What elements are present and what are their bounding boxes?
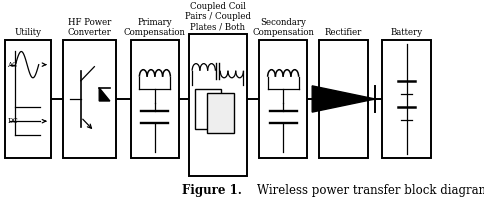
Bar	[131, 40, 179, 158]
Text: Figure 1.: Figure 1.	[182, 184, 242, 197]
Bar	[207, 93, 234, 133]
Bar	[319, 40, 368, 158]
Bar	[259, 40, 307, 158]
Text: Coupled Coil
Pairs / Coupled
Plates / Both: Coupled Coil Pairs / Coupled Plates / Bo…	[185, 1, 251, 31]
Bar	[382, 40, 431, 158]
Bar	[189, 34, 247, 176]
Text: Utility: Utility	[15, 28, 41, 37]
Polygon shape	[99, 88, 110, 101]
Text: AC: AC	[7, 61, 17, 69]
Bar	[195, 89, 221, 129]
Text: Rectifier: Rectifier	[325, 28, 363, 37]
Text: Secondary
Compensation: Secondary Compensation	[252, 18, 314, 37]
Text: Wireless power transfer block diagram: Wireless power transfer block diagram	[242, 184, 484, 197]
Text: HF Power
Converter: HF Power Converter	[68, 18, 111, 37]
Text: DC: DC	[7, 117, 18, 125]
Text: Primary
Compensation: Primary Compensation	[124, 18, 186, 37]
Text: Battery: Battery	[391, 28, 423, 37]
Bar	[63, 40, 116, 158]
Polygon shape	[312, 86, 375, 112]
Bar	[5, 40, 51, 158]
